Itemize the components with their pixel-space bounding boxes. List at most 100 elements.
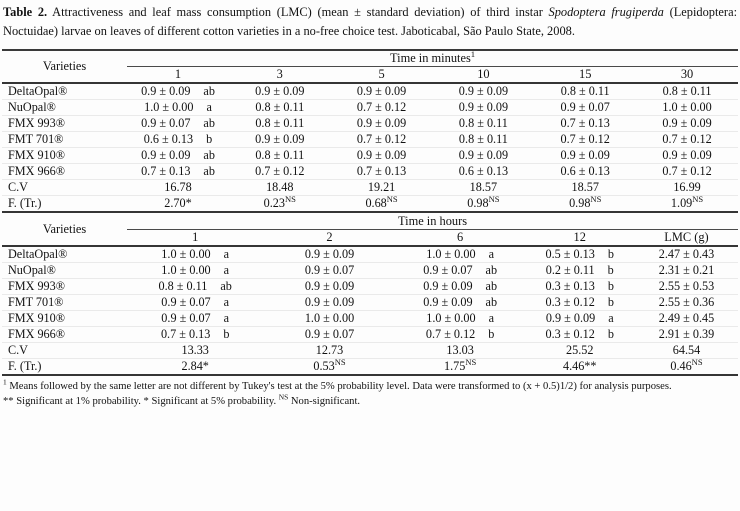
mean-value: 0.9 ± 0.09 xyxy=(662,147,712,162)
tukey-letter: b xyxy=(223,326,230,341)
mean-cell: 1.0 ± 0.00 xyxy=(263,310,395,326)
mean-value: 0.9 ± 0.07 xyxy=(141,115,191,130)
f-value-base: 4.46** xyxy=(562,358,597,373)
mean-value: 0.7 ± 0.12 xyxy=(662,163,712,178)
mean-cell: 0.7 ± 0.12 xyxy=(636,163,738,179)
f-value-base: 1.09 xyxy=(670,195,693,210)
mean-value: 0.8 ± 0.11 xyxy=(560,83,610,98)
mean-cell: 1.0 ± 0.00 a xyxy=(127,262,263,278)
f-value: 0.23NS xyxy=(229,193,331,212)
mean-cell: 2.49 ± 0.45 xyxy=(635,310,738,326)
f-value: 2.84* xyxy=(127,358,263,375)
mean-cell: 0.9 ± 0.09 xyxy=(636,115,738,131)
mean-cell: 0.9 ± 0.07 xyxy=(263,262,395,278)
mean-cell: 0.9 ± 0.09 xyxy=(534,147,636,163)
tukey-letter: ab xyxy=(203,115,215,130)
table-row: FMX 993® 0.8 ± 0.11 ab 0.9 ± 0.09 0.9 ± 0.09… xyxy=(2,278,738,294)
tukey-letter: b xyxy=(488,326,495,341)
mean-value: 0.6 ± 0.13 xyxy=(560,163,610,178)
mean-value: 0.8 ± 0.11 xyxy=(255,115,305,130)
variety-name: DeltaOpal® xyxy=(8,83,68,98)
mean-cell: 0.8 ± 0.11 xyxy=(229,115,331,131)
mean-value: 0.9 ± 0.09 xyxy=(458,83,509,98)
mean-value: 0.9 ± 0.09 xyxy=(423,278,473,293)
variety-name: FMX 966® xyxy=(8,163,66,178)
significance-sup: NS xyxy=(590,193,602,204)
varieties-header: Varieties xyxy=(2,213,128,247)
column-header: 5 xyxy=(330,66,433,84)
mean-value: 0.8 ± 0.11 xyxy=(458,131,508,146)
mean-cell: 0.9 ± 0.09 xyxy=(636,147,738,163)
mean-cell: 2.91 ± 0.39 xyxy=(635,326,738,342)
f-label: F. (Tr.) xyxy=(8,195,42,210)
mean-value: 0.9 ± 0.09 xyxy=(356,83,407,98)
mean-value: 0.6 ± 0.13 xyxy=(458,163,509,178)
cv-value: 18.57 xyxy=(469,179,498,194)
tukey-letter: ab xyxy=(203,163,215,178)
mean-cell: 0.6 ± 0.13 xyxy=(534,163,636,179)
mean-value: 0.7 ± 0.12 xyxy=(425,326,476,341)
table-row: DeltaOpal® 1.0 ± 0.00 a 0.9 ± 0.09 1.0 ± 0.0… xyxy=(2,246,738,263)
mean-cell: 0.9 ± 0.09 ab xyxy=(396,278,525,294)
table-row: FMX 910® 0.9 ± 0.09 ab 0.8 ± 0.11 0.9 ± 0.09… xyxy=(2,147,738,163)
mean-value: 0.8 ± 0.11 xyxy=(255,99,305,114)
mean-cell: 1.0 ± 0.00 xyxy=(636,99,738,115)
table-row: FMX 966® 0.7 ± 0.13 ab 0.7 ± 0.12 0.7 ± 0.13… xyxy=(2,163,738,179)
mean-cell: 0.9 ± 0.09 xyxy=(331,115,433,131)
mean-value: 2.49 ± 0.45 xyxy=(658,310,715,325)
column-header: 1 xyxy=(127,229,264,247)
mean-cell: 0.8 ± 0.11 xyxy=(432,131,534,147)
tukey-letter: b xyxy=(607,246,614,261)
cv-value: 13.33 xyxy=(181,342,209,357)
significance-sup: NS xyxy=(691,356,703,367)
tukey-letter: a xyxy=(223,310,230,325)
cv-value: 19.21 xyxy=(367,179,396,194)
variety-name: FMX 966® xyxy=(8,326,66,341)
column-header: 30 xyxy=(636,66,738,84)
f-value: 0.98NS xyxy=(534,193,636,212)
mean-value: 0.5 ± 0.13 xyxy=(545,246,595,261)
mean-value: 0.9 ± 0.09 xyxy=(662,115,712,130)
significance-sup: NS xyxy=(334,356,346,367)
mean-cell: 0.7 ± 0.13 xyxy=(331,163,433,179)
variety-name: FMX 993® xyxy=(8,278,66,293)
mean-value: 0.9 ± 0.09 xyxy=(356,115,407,130)
cv-row: C.V 13.33 12.73 13.03 25.52 64.54 xyxy=(2,342,738,358)
significance-sup: NS xyxy=(284,193,296,204)
f-value-base: 0.53 xyxy=(313,358,335,373)
f-value: 1.09NS xyxy=(636,194,738,212)
ns-sup: NS xyxy=(278,391,289,401)
table-time-hours: Varieties Time in hours 1 2 6 12 LMC (g) Del… xyxy=(2,213,738,376)
mean-cell: 0.9 ± 0.07 xyxy=(534,99,636,115)
mean-cell: 0.5 ± 0.13 b xyxy=(525,246,635,263)
tukey-letter: b xyxy=(206,131,213,146)
tukey-letter: b xyxy=(607,326,614,341)
mean-value: 1.0 ± 0.00 xyxy=(426,246,476,261)
tukey-letter: b xyxy=(607,278,614,293)
caption-species-italic: Spodoptera frugiperda xyxy=(548,5,664,19)
mean-cell: 0.7 ± 0.13 xyxy=(534,115,636,131)
table-row: FMT 701® 0.6 ± 0.13 b 0.9 ± 0.09 0.7 ± 0.12 0… xyxy=(2,131,738,147)
mean-value: 0.9 ± 0.09 xyxy=(423,294,473,309)
f-value: 0.68NS xyxy=(331,194,433,212)
mean-value: 2.55 ± 0.36 xyxy=(658,294,715,309)
mean-cell: 0.7 ± 0.12 xyxy=(534,131,636,147)
mean-cell: 2.55 ± 0.36 xyxy=(635,294,738,310)
mean-value: 0.9 ± 0.09 xyxy=(304,278,355,293)
mean-cell: 0.7 ± 0.12 xyxy=(636,131,738,147)
column-header: 15 xyxy=(534,66,637,84)
mean-value: 0.6 ± 0.13 xyxy=(143,131,194,146)
mean-value: 0.7 ± 0.12 xyxy=(662,131,712,146)
tukey-letter: b xyxy=(607,294,614,309)
tukey-letter: ab xyxy=(203,147,215,162)
mean-cell: 0.9 ± 0.09 xyxy=(432,83,534,100)
mean-value: 0.7 ± 0.13 xyxy=(560,115,610,130)
varieties-header: Varieties xyxy=(2,49,128,84)
footnote-line-2: ** Significant at 1% probability. * Sign… xyxy=(3,391,361,407)
mean-cell: 0.9 ± 0.07 xyxy=(263,326,395,342)
mean-value: 2.91 ± 0.39 xyxy=(658,326,715,341)
caption-label: Table 2. xyxy=(3,5,48,19)
mean-cell: 1.0 ± 0.00 a xyxy=(127,99,229,115)
mean-cell: 0.7 ± 0.13 b xyxy=(127,326,263,342)
